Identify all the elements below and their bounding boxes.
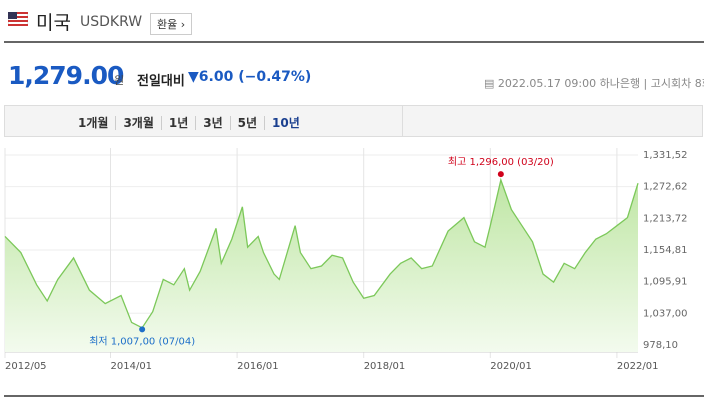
round: 고시회차 8회 <box>650 77 704 90</box>
y-tick-label: 1,331,52 <box>643 150 688 161</box>
datetime: 2022.05.17 09:00 <box>497 77 597 90</box>
x-tick-label: 2022/01 <box>617 361 659 372</box>
bank: 하나은행 <box>599 77 641 90</box>
country: 미국 <box>36 12 71 34</box>
unit: 원 <box>114 74 125 87</box>
line <box>4 177 639 329</box>
extreme-point <box>139 326 146 333</box>
annotation: 최저 1,007,00 (07/04) <box>89 335 195 347</box>
x-tick-label: 2012/05 <box>5 361 47 372</box>
flag <box>8 12 28 26</box>
x-tick-label: 2014/01 <box>111 361 153 372</box>
y-tick-label: 1,095,91 <box>643 277 688 288</box>
code: USDKRW <box>80 14 143 30</box>
rate-button[interactable]: 환율 › <box>150 13 193 35</box>
button-text: 환율 <box>157 18 178 31</box>
extreme-point <box>497 171 504 178</box>
y-tick-label: 1,154,81 <box>643 245 688 256</box>
tab-bar: 1개월 3개월 1년 3년 5년 10년 <box>4 105 703 137</box>
divider <box>402 106 403 136</box>
y-tick-label: 1,272,62 <box>643 182 688 193</box>
y-tick-label: 978,10 <box>643 340 678 351</box>
tab[interactable]: 3년 <box>195 116 230 130</box>
tab[interactable]: 5년 <box>229 116 265 130</box>
change-label: 전일대비 <box>137 74 185 89</box>
tabs: 1개월 3개월 1년 3년 5년 10년 <box>71 114 307 131</box>
y-tick-label: 1,213,72 <box>643 213 688 224</box>
tab[interactable]: 1개월 <box>78 116 109 130</box>
tab[interactable]: 1년 <box>160 116 196 130</box>
rule <box>4 41 704 43</box>
x-tick-label: 2018/01 <box>364 361 406 372</box>
meta: ▤ 2022.05.17 09:00 하나은행 | 고시회차 8회 <box>484 75 704 91</box>
x-tick-label: 2016/01 <box>237 361 279 372</box>
x-tick-label: 2020/01 <box>490 361 532 372</box>
annotation: 최고 1,296,00 (03/20) <box>448 156 554 168</box>
price: 1,279.00 <box>8 61 124 90</box>
tab[interactable]: 3개월 <box>115 116 161 130</box>
tab[interactable]: 10년 <box>264 116 307 130</box>
change-value: 6.00 (−0.47%) <box>198 69 312 85</box>
y-tick-label: 1,037,00 <box>643 308 688 319</box>
change: ▼6.00 (−0.47%) <box>188 69 312 85</box>
